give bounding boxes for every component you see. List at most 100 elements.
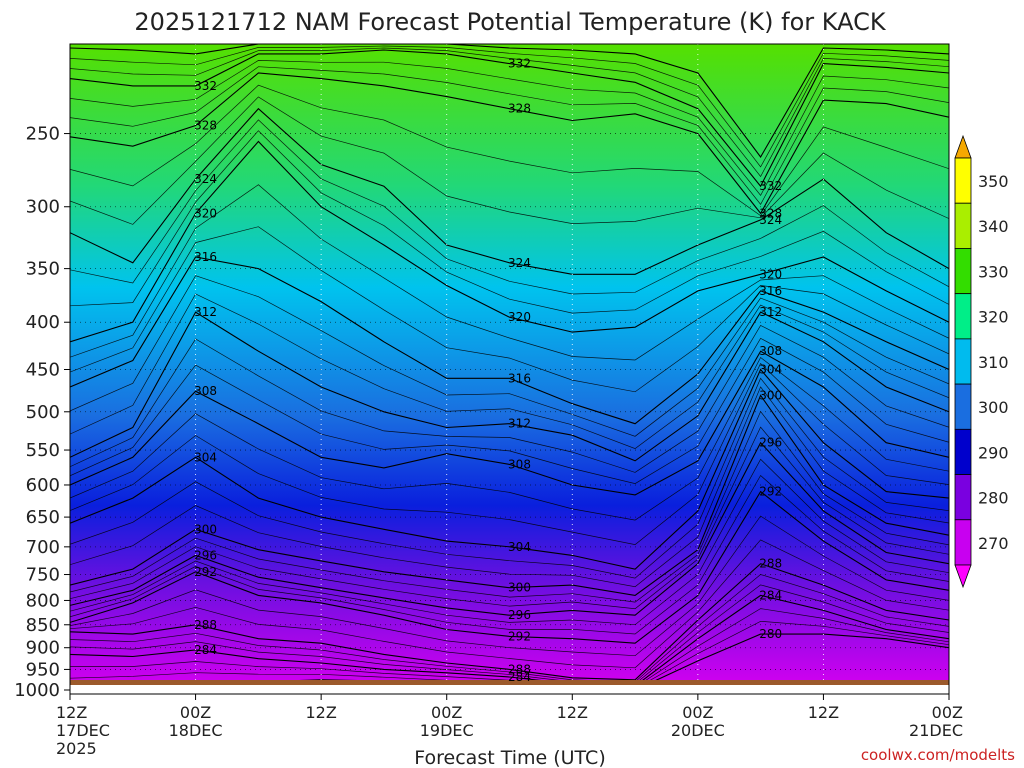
contour-minor <box>70 574 949 683</box>
colorbar-segment <box>954 293 972 340</box>
terrain-ground <box>70 680 949 685</box>
contour-label-332: 332 <box>759 179 782 193</box>
y-tick-label: 700 <box>26 537 60 558</box>
contour-label-292: 292 <box>194 565 217 579</box>
colorbar-segment <box>954 519 972 566</box>
contour-300 <box>70 394 949 596</box>
y-tick-label: 850 <box>26 615 60 636</box>
contour-label-328: 328 <box>508 102 531 116</box>
colorbar-segment <box>954 157 972 204</box>
colorbar-label: 340 <box>978 217 1009 236</box>
y-tick-label: 750 <box>26 565 60 586</box>
contour-label-320: 320 <box>194 206 217 220</box>
colorbar-label: 310 <box>978 353 1009 372</box>
colorbar-label: 350 <box>978 172 1009 191</box>
y-tick-label: 550 <box>26 440 60 461</box>
contour-label-312: 312 <box>759 305 782 319</box>
contour-minor <box>70 324 949 473</box>
contour-label-284: 284 <box>194 643 217 657</box>
colorbar-segment <box>954 202 972 249</box>
contour-minor <box>70 119 949 295</box>
y-axis: 2503003504004505005506006507007508008509… <box>14 124 70 701</box>
contour-minor <box>70 45 949 168</box>
contour-328 <box>70 72 949 215</box>
x-tick-label: 00Z <box>682 703 713 722</box>
contour-304 <box>70 368 949 570</box>
y-tick-label: 800 <box>26 590 60 611</box>
contour-label-312: 312 <box>508 417 531 431</box>
x-tick-label: 20DEC <box>671 721 725 740</box>
contour-minor <box>70 275 949 437</box>
contour-332 <box>70 49 949 188</box>
contour-label-324: 324 <box>194 172 217 186</box>
contour-label-288: 288 <box>194 618 217 632</box>
contour-minor <box>70 130 949 314</box>
contour-minor <box>70 47 949 178</box>
contour-label-328: 328 <box>194 118 217 132</box>
contour-312 <box>70 311 949 462</box>
contour-336 <box>70 44 949 158</box>
contour-label-292: 292 <box>759 485 782 499</box>
contour-minor <box>70 66 949 206</box>
contour-minor <box>70 410 949 603</box>
x-tick-label: 12Z <box>305 703 336 722</box>
y-tick-label: 900 <box>26 638 60 659</box>
contour-296 <box>70 441 949 616</box>
contour-minor <box>70 584 949 685</box>
contour-label-288: 288 <box>759 557 782 571</box>
x-tick-label: 12Z <box>56 703 87 722</box>
contour-minor <box>70 184 949 361</box>
contour-label-300: 300 <box>194 522 217 536</box>
contour-label-292: 292 <box>508 629 531 643</box>
contour-324 <box>70 107 949 275</box>
grid-lines <box>70 44 949 685</box>
x-tick-label: 17DEC <box>56 721 110 740</box>
contour-minor <box>70 515 949 657</box>
x-tick-label: 00Z <box>932 703 963 722</box>
x-tick-label: 2025 <box>56 739 97 758</box>
colorbar-label: 270 <box>978 534 1009 553</box>
contour-label-308: 308 <box>194 384 217 398</box>
contour-label-328: 328 <box>759 206 782 220</box>
y-tick-label: 250 <box>26 124 60 145</box>
plot-area: 2802842842842882882882922922922962962963… <box>70 44 949 685</box>
contour-label-332: 332 <box>194 79 217 93</box>
contour-minor <box>70 96 949 225</box>
y-tick-label: 300 <box>26 197 60 218</box>
contour-label-312: 312 <box>194 305 217 319</box>
x-tick-label: 21DEC <box>909 721 963 740</box>
contour-288 <box>70 563 949 681</box>
contour-label-296: 296 <box>508 608 531 622</box>
x-tick-label: 18DEC <box>169 721 223 740</box>
y-tick-label: 500 <box>26 402 60 423</box>
contour-label-304: 304 <box>759 362 782 376</box>
colorbar-label: 320 <box>978 308 1009 327</box>
y-tick-label: 400 <box>26 312 60 333</box>
colorbar-bottom-arrow <box>954 564 972 589</box>
contour-label-300: 300 <box>759 388 782 402</box>
contour-284 <box>70 594 949 685</box>
contour-320 <box>70 140 949 343</box>
contour-label-324: 324 <box>759 213 782 227</box>
contour-label-296: 296 <box>194 548 217 562</box>
colorbar-segment <box>954 248 972 295</box>
contour-minor <box>70 60 949 197</box>
contour-label-284: 284 <box>759 588 782 602</box>
contour-label-324: 324 <box>508 256 531 270</box>
y-tick-label: 1000 <box>14 680 60 701</box>
x-axis-label: Forecast Time (UTC) <box>414 747 605 768</box>
contour-minor <box>70 539 949 669</box>
colorbar-label: 280 <box>978 489 1009 508</box>
y-tick-label: 350 <box>26 259 60 280</box>
credit-text: coolwx.com/modelts <box>861 746 1015 764</box>
contour-label-304: 304 <box>194 450 217 464</box>
contour-minor <box>70 458 949 626</box>
contour-label-288: 288 <box>508 662 531 676</box>
colorbar-label: 290 <box>978 443 1009 462</box>
contour-minor <box>70 386 949 588</box>
x-tick-label: 00Z <box>431 703 462 722</box>
contour-minor <box>70 337 949 484</box>
contour-316 <box>70 256 949 425</box>
